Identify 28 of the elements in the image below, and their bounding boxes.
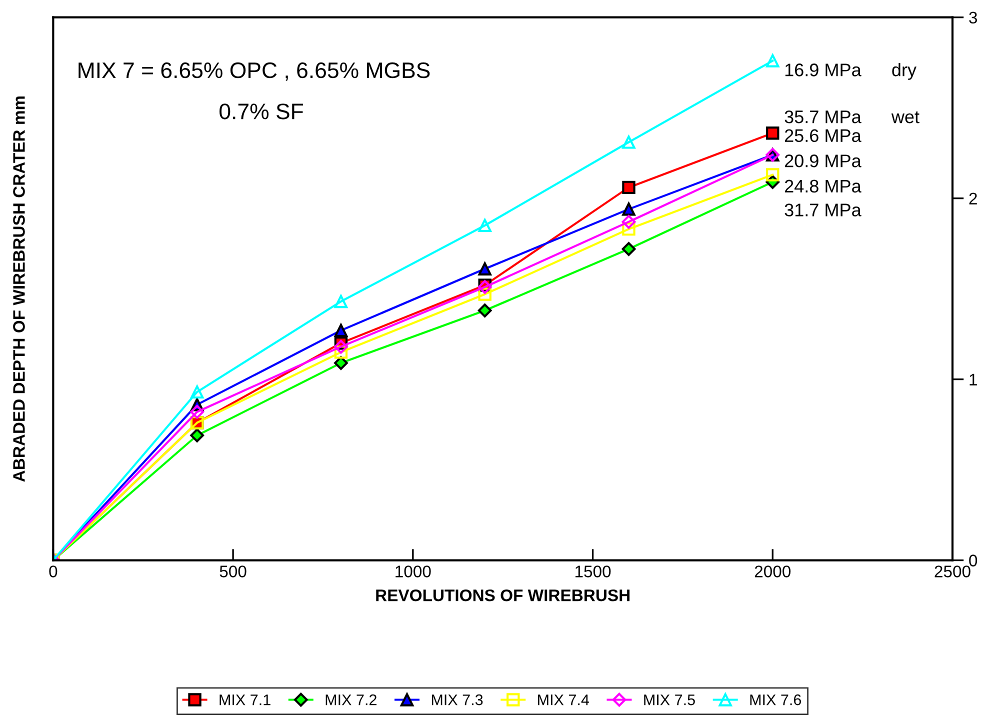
legend-label: MIX 7.6 <box>750 694 802 706</box>
x-tick-label: 2000 <box>754 566 791 578</box>
annotation: 31.7 MPa <box>784 204 862 216</box>
y-tick-label: 0 <box>969 554 978 566</box>
annotation: 35.7 MPa <box>784 110 862 124</box>
y-tick-label: 3 <box>969 12 978 24</box>
annotation: 20.9 MPa <box>784 154 862 168</box>
annotation: 16.9 MPa <box>785 64 862 76</box>
legend-label: MIX 7.5 <box>644 694 695 706</box>
x-axis-title: REVOLUTIONS OF WIREBRUSH <box>376 589 630 602</box>
legend-label: MIX 7.4 <box>538 694 589 706</box>
x-tick-label: 0 <box>49 566 58 578</box>
x-tick-label: 1500 <box>576 566 611 578</box>
annotation: MIX 7 = 6.65% OPC , 6.65% MGBS <box>78 62 430 81</box>
x-tick-label: 500 <box>220 566 246 578</box>
legend-label: MIX 7.2 <box>326 694 376 706</box>
x-tick-label: 2500 <box>934 566 970 578</box>
legend-label: MIX 7.1 <box>220 694 270 706</box>
annotation: 25.6 MPa <box>784 129 862 142</box>
annotation: dry <box>892 63 916 80</box>
annotation: 24.8 MPa <box>784 180 862 193</box>
x-tick-label: 1000 <box>396 566 431 578</box>
y-tick-label: 1 <box>970 374 977 386</box>
annotation: 0.7% SF <box>220 104 303 120</box>
annotation: wet <box>891 111 920 124</box>
y-axis-title: ABRADED DEPTH OF WIREBRUSH CRATER mm <box>13 96 25 482</box>
y-tick-label: 2 <box>969 192 977 204</box>
legend-label: MIX 7.3 <box>432 694 483 706</box>
